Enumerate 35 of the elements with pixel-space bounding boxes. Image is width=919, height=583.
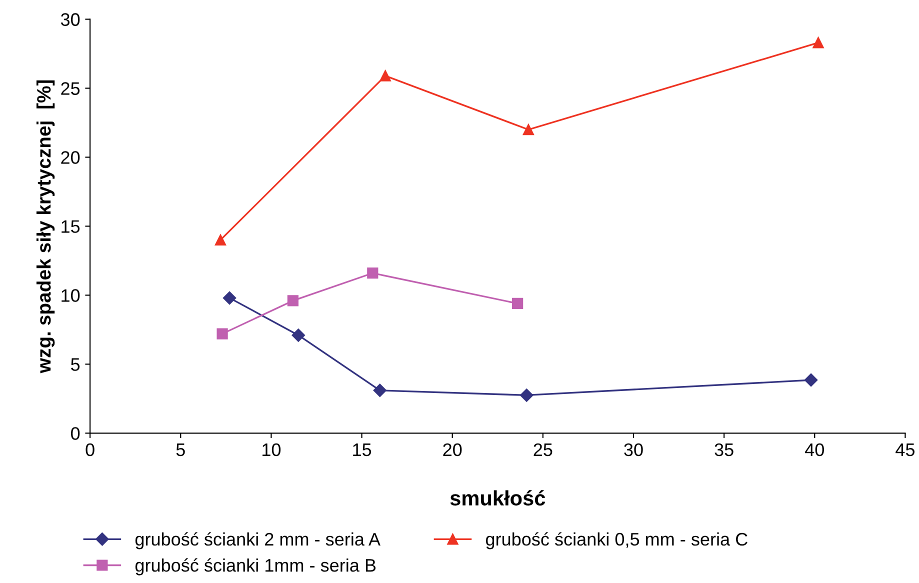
x-tick-label: 10 [262, 443, 281, 456]
legend-label: grubość ścianki 0,5 mm - seria C [486, 532, 748, 550]
point [367, 268, 378, 279]
x-tick-label: 15 [353, 444, 372, 456]
point [804, 373, 818, 387]
x-tick-label: 20 [443, 443, 462, 456]
point [373, 384, 386, 397]
point [216, 328, 228, 340]
point [292, 328, 305, 342]
x-tick-label: 40 [805, 443, 824, 456]
x-tick-label: 25 [534, 443, 552, 456]
point [214, 234, 226, 246]
y-tick-label: 15 [62, 220, 80, 233]
x-tick-label: 35 [714, 443, 734, 456]
y-tick-label: 0 [71, 427, 80, 440]
y-tick-label: 25 [61, 82, 80, 95]
y-tick-label: 30 [60, 13, 80, 26]
y-tick-label: 20 [61, 151, 80, 164]
x-tick-label: 45 [896, 444, 914, 456]
point [812, 37, 824, 48]
y-axis-title: wzg. spadek siły krytycznej [%] [36, 80, 55, 374]
y-tick-label: 5 [71, 358, 80, 371]
legend-label: grubość ścianki 1mm - seria B [135, 558, 376, 576]
point [287, 295, 298, 306]
point [380, 70, 391, 82]
x-tick-label: 0 [86, 443, 94, 456]
x-axis-title: smukłość [450, 490, 546, 506]
x-tick-label: 5 [176, 444, 185, 456]
y-tick-label: 10 [62, 289, 80, 302]
point [512, 298, 524, 310]
point [522, 124, 534, 136]
legend-label: grubość ścianki 2 mm - seria A [135, 532, 380, 550]
point [222, 291, 236, 305]
x-tick-label: 30 [624, 443, 643, 456]
point [520, 388, 534, 402]
